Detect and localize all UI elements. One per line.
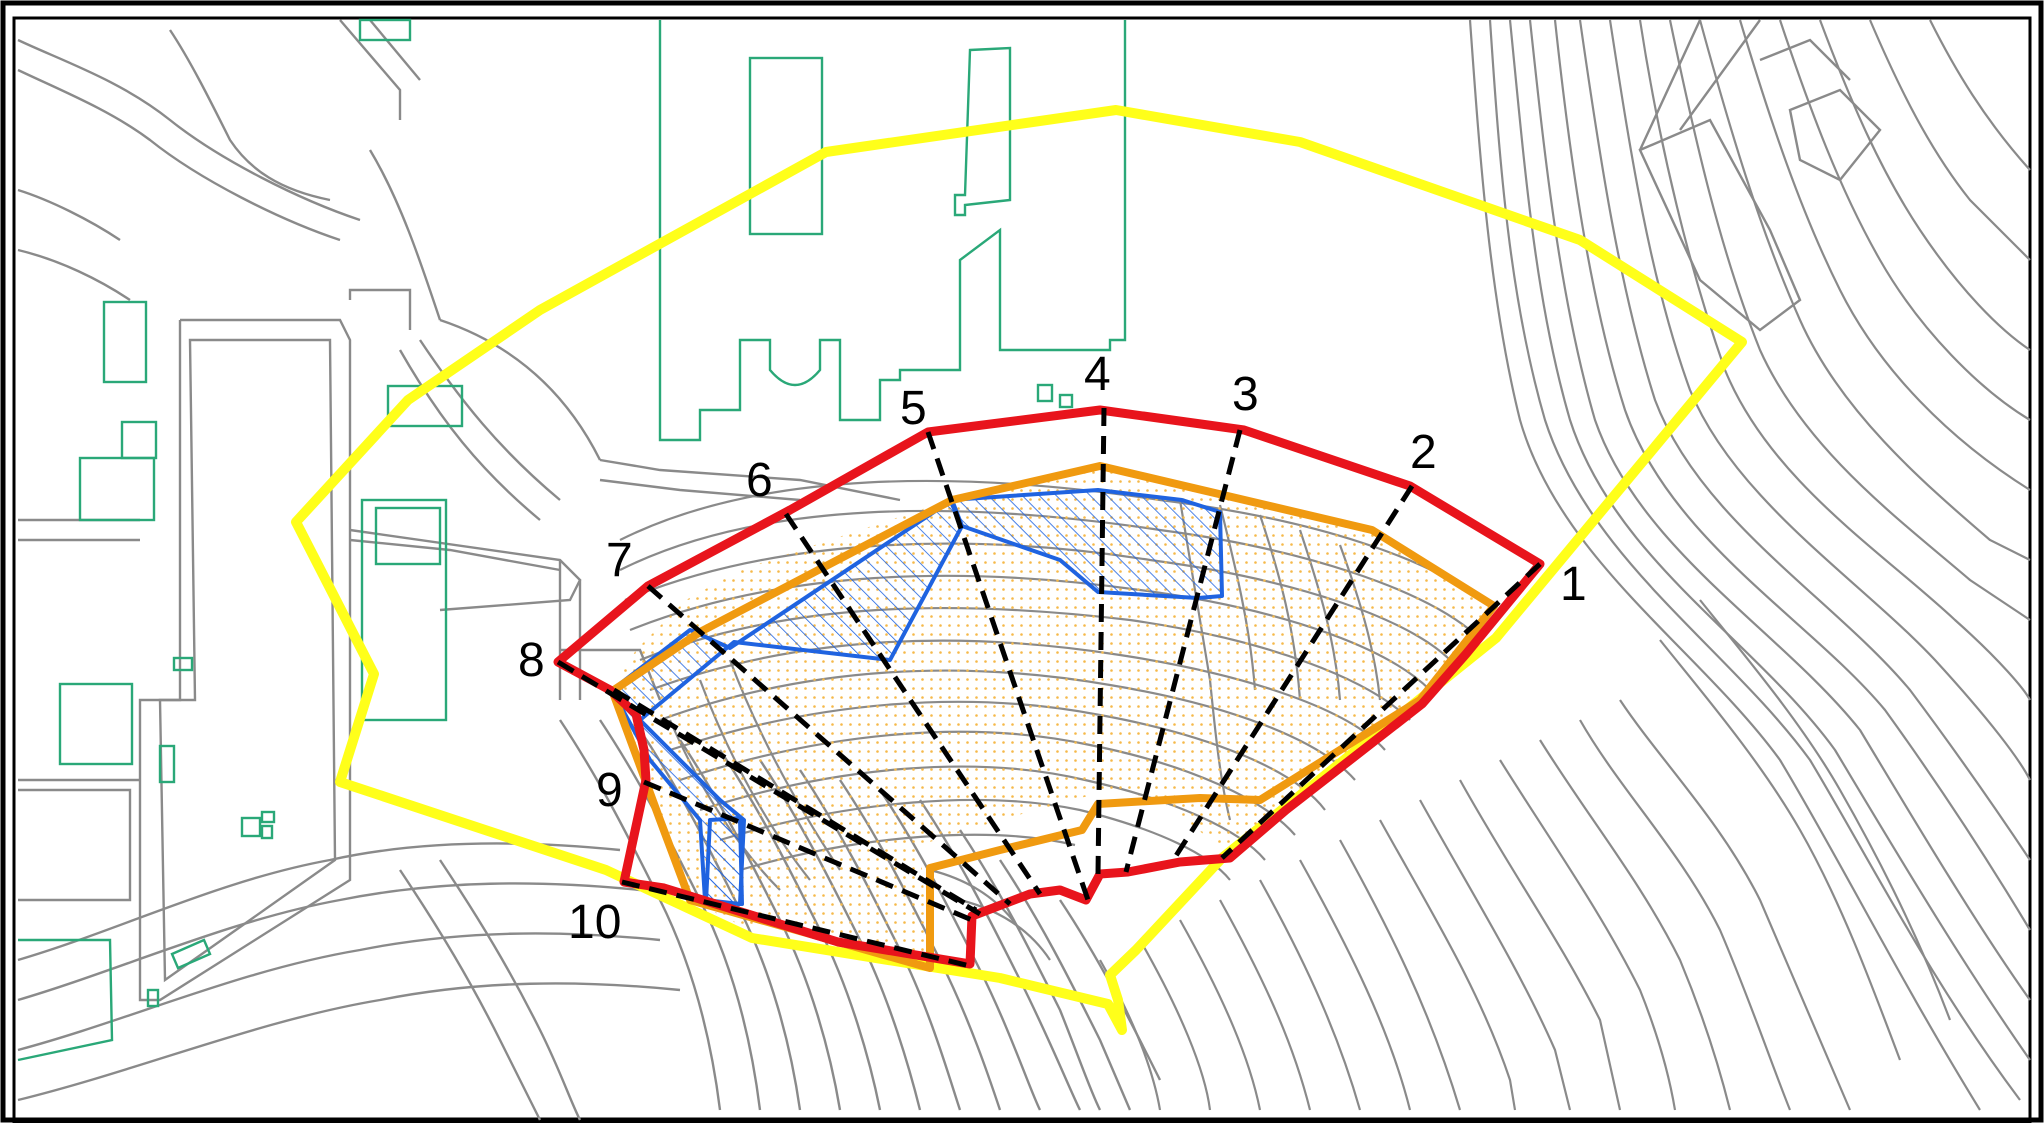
section-label-10: 10 — [568, 896, 621, 949]
section-label-7: 7 — [606, 534, 633, 587]
section-line-1 — [1220, 562, 1542, 860]
section-label-5: 5 — [900, 382, 927, 435]
section-line-8b — [612, 687, 978, 913]
section-label-2: 2 — [1410, 426, 1437, 479]
red-boundary — [553, 405, 1545, 969]
section-line-4 — [1095, 407, 1107, 875]
section-lines — [556, 407, 1542, 969]
map-inner-frame — [12, 16, 2032, 1123]
section-line-9 — [643, 779, 973, 923]
section-line-10 — [621, 879, 971, 969]
section-label-8: 8 — [518, 634, 545, 687]
section-line-7 — [646, 584, 1012, 906]
section-label-3: 3 — [1232, 368, 1259, 421]
section-line-3 — [1123, 429, 1243, 873]
outer-boundary — [291, 105, 1747, 1035]
parcels-northeast — [1638, 19, 1882, 332]
contours-east — [1099, 19, 2031, 1111]
section-line-6 — [783, 512, 1043, 896]
buildings — [17, 18, 1127, 1062]
section-label-9: 9 — [596, 764, 623, 817]
section-label-1: 1 — [1560, 558, 1587, 611]
section-label-6: 6 — [746, 454, 773, 507]
section-labels: 1 2 3 4 5 6 7 8 9 10 — [518, 348, 1587, 949]
section-label-4: 4 — [1084, 348, 1111, 401]
section-line-2 — [1169, 484, 1415, 864]
